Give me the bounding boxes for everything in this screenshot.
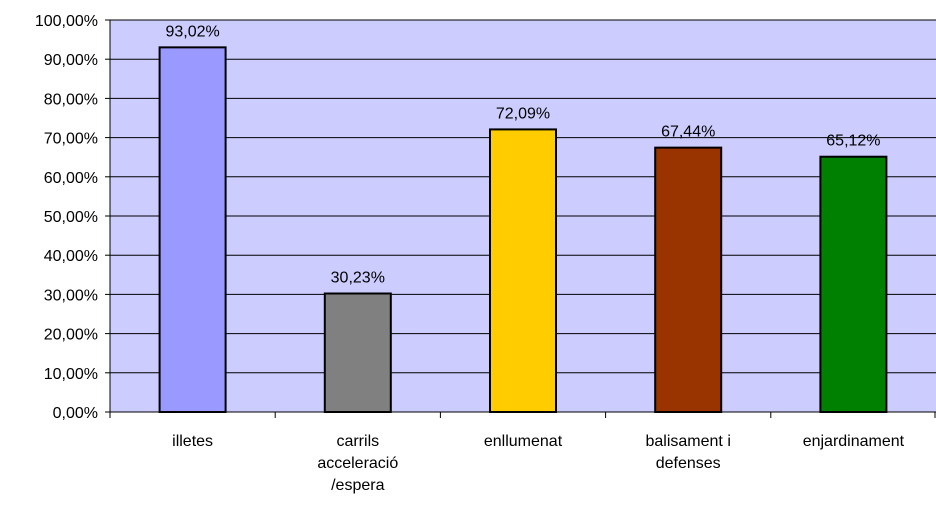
bar bbox=[323, 292, 392, 414]
data-label: 67,44% bbox=[661, 124, 715, 141]
y-tick-label: 90,00% bbox=[44, 52, 98, 69]
x-category-labels: illetes carrils acceleració/espera enllumen… bbox=[172, 433, 905, 494]
y-tick-label: 100,00% bbox=[35, 13, 98, 30]
y-tick-label: 80,00% bbox=[44, 91, 98, 108]
x-category-label-line: balisament i bbox=[646, 433, 731, 450]
bar bbox=[489, 128, 557, 413]
x-category-label: enjardinament bbox=[803, 433, 905, 450]
bars bbox=[158, 46, 888, 414]
x-category-label-line: acceleració bbox=[317, 455, 398, 472]
x-category-label: carrils acceleració/espera bbox=[317, 433, 398, 494]
x-category-label-line: enjardinament bbox=[803, 433, 905, 450]
y-tick-label: 30,00% bbox=[44, 287, 98, 304]
x-category-label-line: enllumenat bbox=[484, 433, 563, 450]
y-tick-labels: 0,00% 10,00% 20,00% 30,00% 40,00% 50,00% 60,00… bbox=[35, 13, 98, 422]
x-category-label: balisament i defenses bbox=[646, 433, 731, 472]
x-category-label-line: defenses bbox=[656, 455, 721, 472]
data-label: 65,12% bbox=[826, 133, 880, 150]
bar bbox=[819, 155, 888, 413]
data-label: 72,09% bbox=[496, 105, 550, 122]
x-category-label: illetes bbox=[172, 433, 213, 450]
y-tick-label: 20,00% bbox=[44, 327, 98, 344]
x-category-label-line: carrils bbox=[336, 433, 379, 450]
y-tick-label: 60,00% bbox=[44, 170, 98, 187]
x-category-label-line: /espera bbox=[331, 477, 384, 494]
data-labels: 93,02% 30,23% 72,09% 67,44% 65,12% bbox=[165, 23, 880, 286]
x-category-label: enllumenat bbox=[484, 433, 563, 450]
y-tick-label: 50,00% bbox=[44, 209, 98, 226]
y-tick-label: 0,00% bbox=[53, 405, 98, 422]
x-category-label-line: illetes bbox=[172, 433, 213, 450]
y-tick-label: 10,00% bbox=[44, 366, 98, 383]
data-label: 30,23% bbox=[331, 269, 385, 286]
y-tick-label: 40,00% bbox=[44, 248, 98, 265]
bar bbox=[158, 46, 227, 413]
data-label: 93,02% bbox=[165, 23, 219, 40]
bar bbox=[654, 146, 723, 413]
axes bbox=[105, 19, 936, 418]
y-tick-label: 70,00% bbox=[44, 131, 98, 148]
